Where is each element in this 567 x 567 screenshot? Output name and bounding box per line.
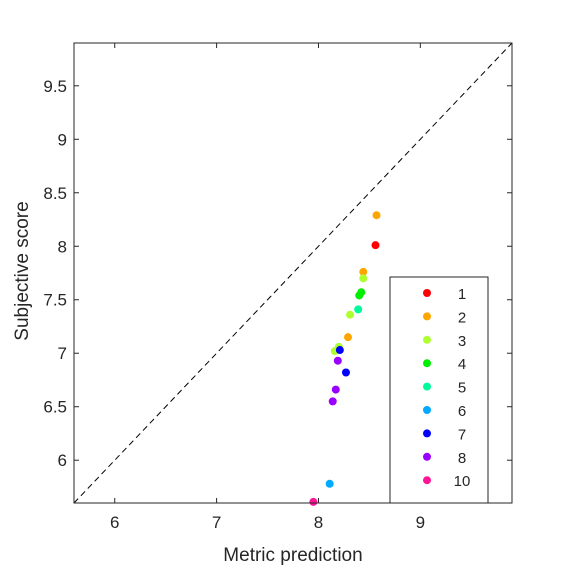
data-point-series-6 xyxy=(325,479,334,488)
data-point-series-5 xyxy=(354,305,363,314)
legend-marker-7 xyxy=(423,429,431,438)
legend-label-1: 1 xyxy=(458,286,466,303)
y-axis-label: Subjective score xyxy=(12,201,33,340)
x-axis-label: Metric prediction xyxy=(223,545,362,566)
legend-label-3: 3 xyxy=(458,333,466,350)
data-point-series-8 xyxy=(331,385,340,394)
y-tick-label: 8.5 xyxy=(43,184,67,203)
data-point-series-2 xyxy=(344,333,353,342)
legend-label-2: 2 xyxy=(458,309,466,326)
legend-marker-4 xyxy=(423,359,431,368)
data-point-series-1 xyxy=(371,241,380,250)
data-point-series-2 xyxy=(359,267,368,276)
x-tick-label: 6 xyxy=(110,513,119,532)
data-point-series-3 xyxy=(359,274,368,283)
reference-line-layer xyxy=(73,42,513,504)
y-tick-label: 6.5 xyxy=(43,398,67,417)
axes: 6 7 8 9 6 6.5 7 7.5 8 8.5 9 9.5 xyxy=(43,42,513,532)
y-tick-label: 6 xyxy=(58,451,67,470)
legend-label-10: 10 xyxy=(454,473,471,490)
y-tick-label: 7 xyxy=(58,344,67,363)
legend-marker-1 xyxy=(423,289,431,297)
x-tick-label: 7 xyxy=(212,513,221,532)
data-point-series-2 xyxy=(372,211,381,220)
legend-marker-2 xyxy=(423,312,431,321)
data-point-series-7 xyxy=(335,346,344,355)
data-point-series-7 xyxy=(341,368,350,377)
legend: 1 2 3 4 5 6 7 8 10 xyxy=(389,276,489,504)
data-point-series-10 xyxy=(309,497,318,506)
data-point-series-4 xyxy=(355,291,364,300)
x-tick-label: 8 xyxy=(314,513,323,532)
data-point-series-8 xyxy=(328,397,337,406)
axes-frame xyxy=(73,42,513,504)
data-point-series-3 xyxy=(346,310,355,319)
legend-marker-10 xyxy=(423,476,431,485)
legend-marker-3 xyxy=(423,335,431,344)
legend-marker-5 xyxy=(423,382,431,391)
legend-label-6: 6 xyxy=(458,403,466,420)
legend-label-5: 5 xyxy=(458,380,466,397)
y-tick-label: 9.5 xyxy=(43,77,67,96)
data-point-series-8 xyxy=(333,356,342,365)
legend-label-4: 4 xyxy=(458,356,466,373)
y-tick-label: 9 xyxy=(58,130,67,149)
legend-box xyxy=(389,276,489,504)
x-tick-label: 9 xyxy=(416,513,425,532)
y-tick-label: 8 xyxy=(58,237,67,256)
legend-marker-6 xyxy=(423,406,431,414)
data-points xyxy=(309,211,381,506)
legend-marker-8 xyxy=(423,452,431,461)
y-tick-label: 7.5 xyxy=(43,291,67,310)
legend-label-7: 7 xyxy=(458,426,466,443)
legend-label-8: 8 xyxy=(458,450,466,467)
reference-line xyxy=(73,42,513,504)
